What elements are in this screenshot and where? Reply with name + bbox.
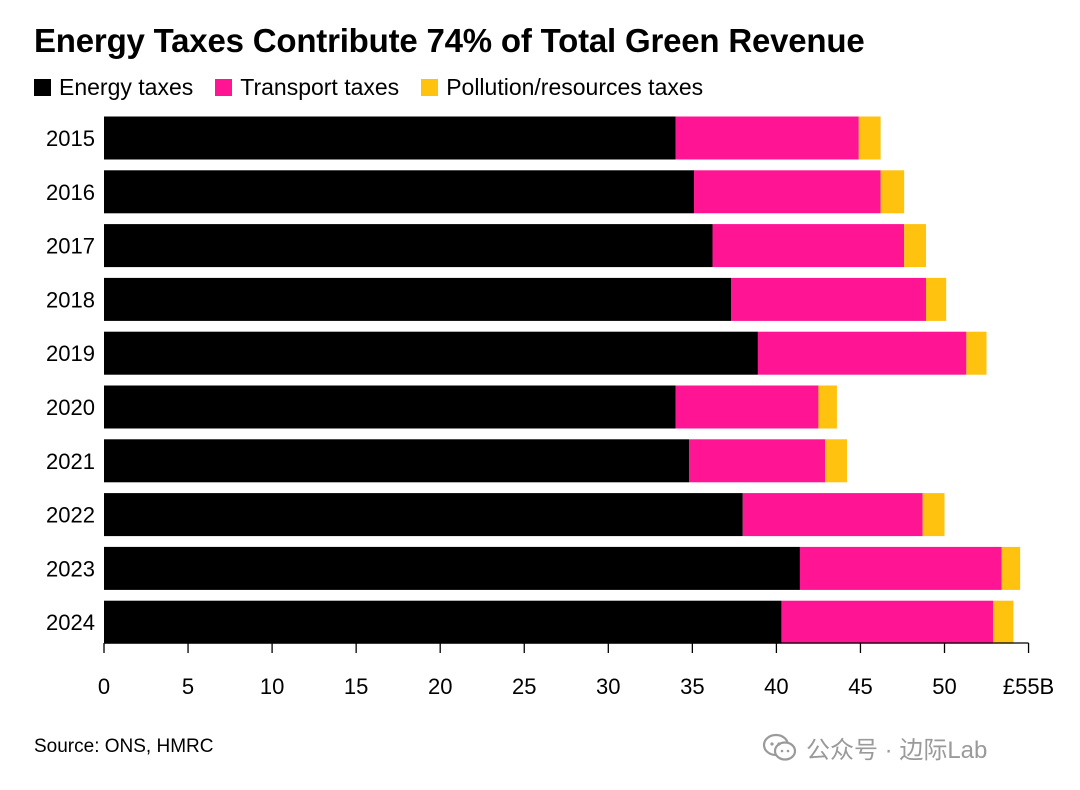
bar-2024-series-2 [781,600,994,644]
x-tick-label-25: 25 [512,674,536,699]
x-tick-label-20: 20 [428,674,452,699]
bar-2021-series-2 [688,439,826,483]
legend-item-transport: Transport taxes [215,74,399,101]
x-tick-label-15: 15 [344,674,368,699]
y-tick-label-2023: 2023 [46,556,95,581]
bar-2022-series-3 [922,493,945,537]
bar-2022-series-2 [742,493,923,537]
x-tick-label-0: 0 [98,674,110,699]
source-note: Source: ONS, HMRC [34,736,214,757]
bar-2019-series-1 [104,331,758,375]
bar-2019-series-2 [757,331,967,375]
x-tick-label-50: 50 [932,674,956,699]
x-tick-label-40: 40 [764,674,788,699]
x-tick-label-45: 45 [848,674,872,699]
y-tick-label-2019: 2019 [46,341,95,366]
bar-2022-series-1 [104,493,743,537]
chart-title: Energy Taxes Contribute 74% of Total Gre… [34,22,865,59]
y-tick-label-2015: 2015 [46,126,95,151]
legend-label-pollution: Pollution/resources taxes [446,74,704,100]
bar-2018-series-3 [926,277,947,321]
x-tick-label-5: 5 [182,674,194,699]
bar-2017-series-3 [904,224,927,268]
bar-2023-series-2 [799,546,1002,590]
x-tick-label-10: 10 [260,674,284,699]
y-tick-label-2016: 2016 [46,180,95,205]
bar-2015-series-2 [675,116,859,160]
legend: Energy taxes Transport taxes Pollution/r… [34,74,703,101]
legend-swatch-transport [215,79,233,96]
y-tick-label-2022: 2022 [46,503,95,528]
bar-2024-series-3 [993,600,1014,644]
bar-2024-series-1 [104,600,782,644]
bar-2018-series-1 [104,277,732,321]
bar-2023-series-3 [1001,546,1021,590]
bar-2020-series-3 [818,385,837,429]
bar-2021-series-1 [104,439,689,483]
x-tick-label-35: 35 [680,674,704,699]
bar-2021-series-3 [825,439,847,483]
y-tick-label-2021: 2021 [46,449,95,474]
y-tick-label-2018: 2018 [46,287,95,312]
bar-2023-series-1 [104,546,800,590]
legend-swatch-energy [34,79,51,96]
legend-label-energy: Energy taxes [59,74,194,100]
watermark: 公众号 · 边际Lab [762,730,987,765]
bar-2020-series-1 [104,385,676,429]
bar-2015-series-3 [858,116,881,160]
y-tick-label-2024: 2024 [46,610,95,635]
bar-2017-series-2 [712,224,905,268]
legend-item-energy: Energy taxes [34,74,193,101]
chat-bubbles-icon [762,733,797,761]
bar-2017-series-1 [104,224,713,268]
y-tick-label-2017: 2017 [46,234,95,259]
legend-item-pollution: Pollution/resources taxes [421,74,703,101]
legend-swatch-pollution [421,79,439,96]
bar-2019-series-3 [966,331,987,375]
bar-2020-series-2 [675,385,819,429]
watermark-text: 公众号 · 边际Lab [806,737,988,764]
x-tick-label-30: 30 [596,674,620,699]
bar-2016-series-3 [880,170,905,214]
x-tick-label-55: £55B [1003,674,1054,699]
y-tick-label-2020: 2020 [46,395,95,420]
bar-2015-series-1 [104,116,676,160]
legend-label-transport: Transport taxes [240,74,400,100]
bar-2018-series-2 [731,277,927,321]
bar-2016-series-2 [694,170,881,214]
bar-2016-series-1 [104,170,695,214]
